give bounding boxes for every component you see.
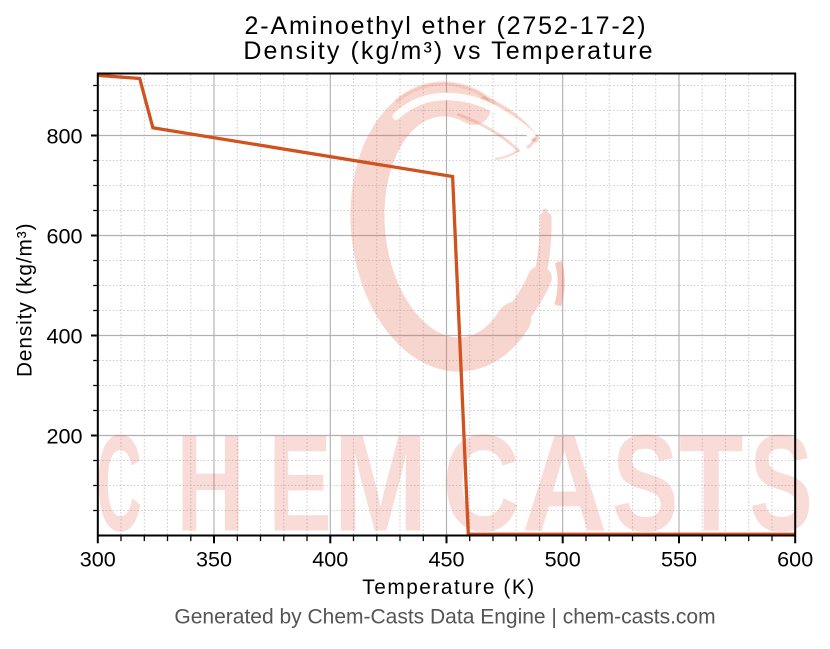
svg-text:Generated by Chem-Casts Data E: Generated by Chem-Casts Data Engine | ch… (174, 606, 715, 629)
svg-text:300: 300 (80, 547, 116, 572)
svg-text:C: C (443, 407, 521, 561)
svg-text:200: 200 (46, 423, 82, 448)
svg-text:Density (kg/m³) vs Temperature: Density (kg/m³) vs Temperature (243, 37, 654, 65)
svg-text:800: 800 (46, 123, 82, 148)
svg-text:600: 600 (46, 223, 82, 248)
svg-text:C: C (96, 406, 142, 560)
svg-text:400: 400 (46, 323, 82, 348)
svg-text:600: 600 (777, 547, 813, 572)
svg-text:H: H (176, 407, 245, 560)
svg-text:550: 550 (661, 547, 697, 572)
svg-text:S: S (612, 407, 678, 560)
svg-text:S: S (749, 407, 813, 560)
svg-text:Density (kg/m³): Density (kg/m³) (14, 223, 37, 377)
svg-text:A: A (522, 407, 608, 560)
svg-text:E: E (268, 407, 332, 560)
svg-text:350: 350 (196, 547, 232, 572)
svg-text:Temperature (K): Temperature (K) (362, 576, 536, 599)
svg-text:500: 500 (545, 547, 581, 572)
svg-text:450: 450 (428, 547, 464, 572)
svg-text:400: 400 (312, 547, 348, 572)
svg-text:T: T (679, 406, 743, 560)
svg-text:M: M (333, 406, 428, 560)
svg-text:2-Aminoethyl ether (2752-17-2): 2-Aminoethyl ether (2752-17-2) (245, 12, 648, 40)
